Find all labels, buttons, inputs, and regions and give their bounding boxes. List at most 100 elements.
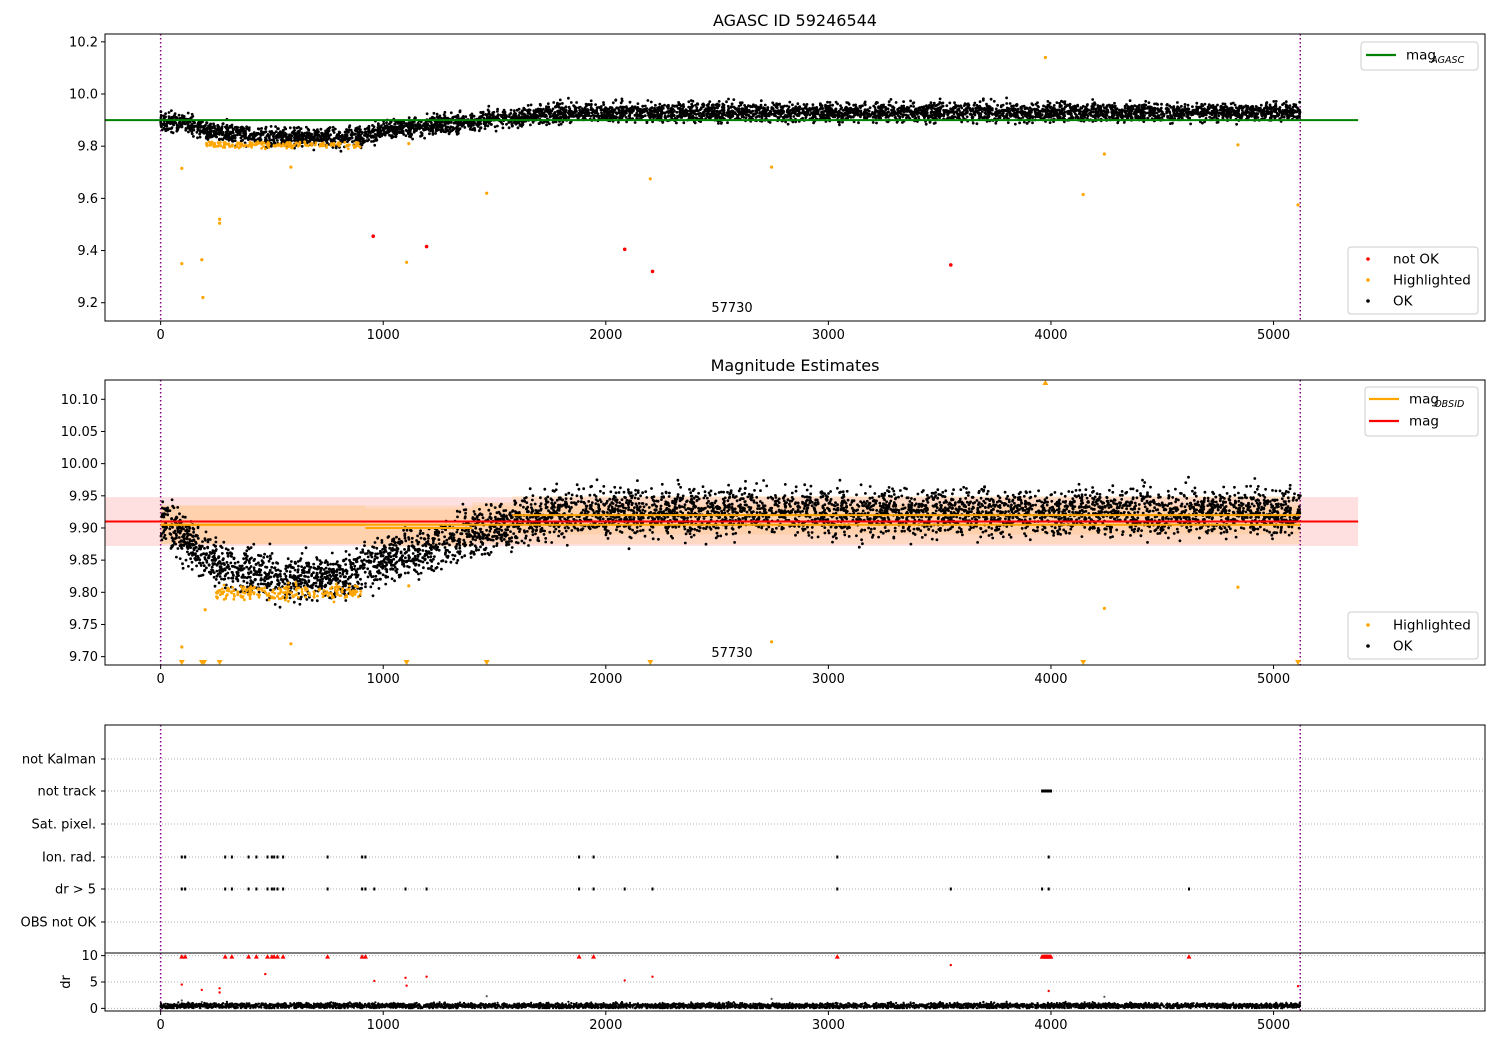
ok-point [360, 143, 364, 147]
ok-point [1052, 104, 1056, 107]
ok-point [946, 116, 950, 119]
ok-point [945, 104, 949, 108]
ok-point [172, 114, 176, 118]
ok-point [1078, 109, 1082, 113]
ok-point [387, 130, 391, 134]
ok-point [492, 110, 496, 114]
ok-point [587, 111, 591, 115]
ok-point [1166, 108, 1170, 112]
ok-point [594, 103, 597, 106]
ok-point [306, 127, 310, 131]
ok-point [928, 120, 932, 124]
ok-point [225, 126, 228, 130]
ok-point [1137, 107, 1141, 110]
ok-point [788, 109, 792, 113]
ok-point [159, 110, 163, 114]
ok-point [349, 128, 353, 132]
ok-point [239, 130, 243, 133]
ok-point [791, 110, 795, 114]
ok-point [1189, 122, 1192, 126]
ok-point [229, 136, 233, 140]
ok-point [1217, 111, 1221, 115]
ok-point [1298, 100, 1302, 104]
ok-point [160, 128, 164, 132]
ok-point [1214, 105, 1218, 109]
ok-point [872, 104, 876, 108]
ok-point [1013, 122, 1017, 126]
ok-point [451, 126, 455, 129]
ok-point [1247, 115, 1251, 119]
ok-point [1221, 102, 1225, 106]
ok-point [556, 104, 560, 108]
ok-point [1007, 107, 1011, 111]
ok-point [759, 106, 762, 110]
ok-point [370, 140, 373, 143]
ok-point [792, 115, 796, 118]
ok-point [1183, 103, 1187, 106]
ok-point [1055, 101, 1059, 104]
ok-point [581, 107, 584, 111]
ok-point [1289, 111, 1293, 115]
ok-point [280, 138, 284, 142]
ok-point [689, 99, 693, 102]
ok-point [886, 115, 890, 119]
ok-point [526, 104, 530, 107]
ok-point [411, 137, 414, 141]
ok-point [341, 137, 344, 141]
ok-point [564, 105, 568, 109]
ok-point [478, 122, 481, 126]
ok-point [209, 122, 213, 126]
ok-point [520, 111, 523, 115]
ok-point [365, 139, 368, 143]
ok-point [455, 114, 459, 118]
ok-point [300, 131, 304, 135]
ok-point [1081, 104, 1085, 108]
ok-point [1153, 102, 1156, 106]
ok-point [529, 103, 533, 107]
ok-point [1005, 96, 1008, 100]
ok-point [676, 107, 680, 110]
ok-point [190, 130, 194, 133]
ok-point [341, 135, 345, 139]
ok-point [1156, 114, 1160, 117]
ok-point [689, 107, 692, 111]
ok-point [698, 111, 702, 115]
ok-point [453, 121, 457, 124]
ok-point [649, 109, 652, 113]
ok-point [828, 101, 832, 104]
ok-point [882, 103, 885, 107]
ok-point [768, 121, 772, 124]
ok-point [198, 135, 202, 139]
ok-point [1166, 114, 1169, 118]
ok-point [175, 116, 179, 120]
ok-point [1256, 116, 1260, 119]
ok-point [1107, 103, 1111, 107]
ok-point [975, 103, 979, 107]
ok-point [892, 112, 896, 116]
ok-point [693, 121, 697, 125]
ok-point [175, 123, 179, 127]
ok-point [804, 116, 808, 120]
ok-point [165, 124, 169, 128]
ok-point [431, 131, 435, 135]
ok-point [1076, 103, 1079, 107]
ok-point [484, 113, 488, 116]
ok-point [521, 116, 525, 119]
ok-point [758, 111, 762, 114]
ok-point [669, 114, 673, 117]
ok-point [866, 108, 870, 112]
ok-point [802, 103, 806, 106]
ok-point [419, 134, 422, 138]
chart-title-agasc: AGASC ID 59246544 [713, 11, 877, 30]
ok-point [1156, 103, 1160, 106]
ok-point [1034, 115, 1038, 118]
ok-point [319, 127, 323, 131]
ok-point [196, 121, 200, 125]
ok-point [949, 107, 952, 111]
ok-point [231, 131, 235, 135]
ok-point [932, 104, 935, 107]
ok-point [813, 113, 816, 117]
ok-point [483, 124, 487, 128]
ok-point [749, 104, 752, 108]
ok-point [845, 109, 848, 112]
